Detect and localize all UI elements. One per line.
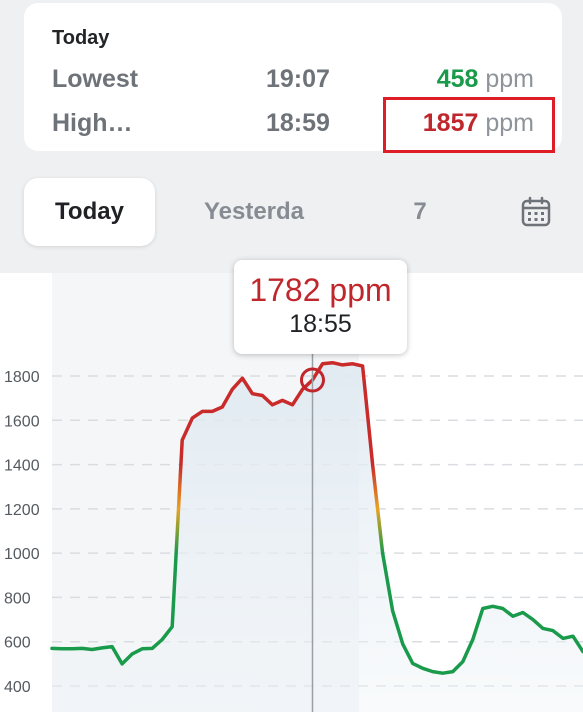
highest-label: High… <box>52 109 133 137</box>
tab-today[interactable]: Today <box>24 178 155 246</box>
lowest-value-unit: ppm <box>485 65 534 93</box>
summary-card: Today Lowest 19:07 458 ppm High… 18:59 1… <box>24 3 562 151</box>
co2-series-line <box>50 360 583 675</box>
highest-value-highlight <box>383 97 555 153</box>
lowest-time: 19:07 <box>266 65 330 93</box>
highest-value: 1857 ppm <box>423 109 534 138</box>
y-tick-label: 600 <box>4 635 31 652</box>
summary-title: Today <box>52 27 110 49</box>
y-tick-label: 1000 <box>4 546 40 563</box>
highest-value-number: 1857 <box>422 109 479 137</box>
tooltip-time: 18:55 <box>289 310 352 338</box>
calendar-icon[interactable] <box>520 196 552 228</box>
y-tick-label: 1600 <box>4 413 40 430</box>
y-tick-label: 800 <box>4 590 31 607</box>
lowest-value: 458 ppm <box>437 65 534 94</box>
lowest-label: Lowest <box>52 65 139 93</box>
tooltip-value: 1782 ppm <box>249 272 392 308</box>
y-tick-label: 400 <box>4 679 31 696</box>
tab-yesterday[interactable]: Yesterda <box>203 198 305 225</box>
y-tick-label: 1200 <box>4 502 40 519</box>
highest-value-unit: ppm <box>485 109 534 137</box>
selected-point-marker[interactable] <box>299 367 325 393</box>
y-tick-label: 1400 <box>4 458 40 475</box>
tooltip: 1782 ppm 18:55 <box>234 260 407 354</box>
lowest-value-number: 458 <box>436 65 479 93</box>
tab-7-days[interactable]: 7 <box>413 198 427 225</box>
area-fill <box>52 362 583 712</box>
highest-time: 18:59 <box>266 109 330 137</box>
y-tick-label: 1800 <box>4 369 40 386</box>
